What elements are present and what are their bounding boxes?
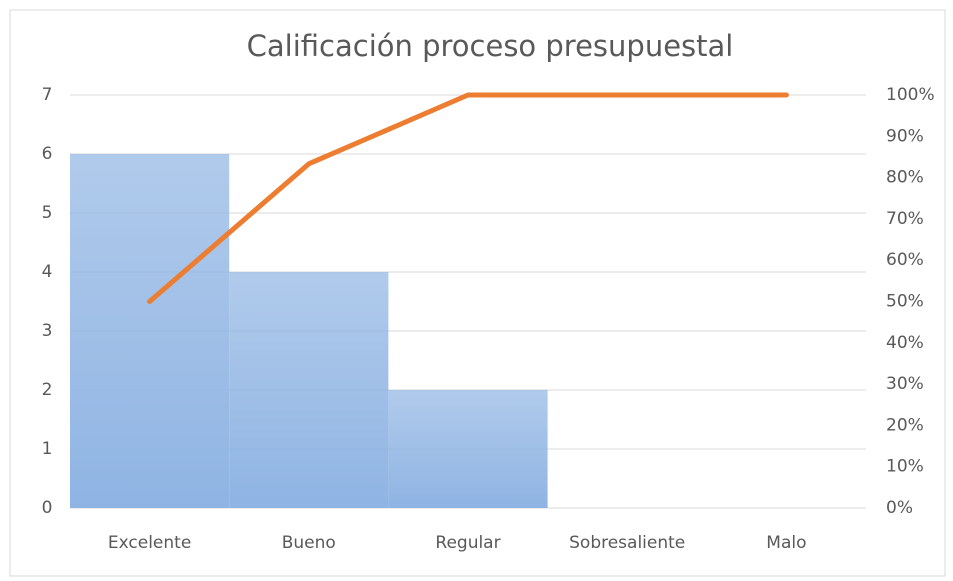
x-tick-label: Sobresaliente (569, 533, 685, 553)
bar (388, 390, 548, 508)
y-tick-label: 4 (42, 262, 53, 282)
cumulative-line (147, 92, 789, 304)
y2-tick-label: 70% (886, 209, 924, 229)
y2-tick-label: 20% (886, 415, 924, 435)
bar (70, 154, 230, 508)
y2-tick-label: 10% (886, 457, 924, 477)
x-tick-label: Regular (435, 533, 500, 553)
y2-tick-label: 60% (886, 250, 924, 270)
y2-tick-label: 50% (886, 292, 924, 312)
y-tick-label: 0 (42, 498, 53, 518)
y2-tick-label: 30% (886, 374, 924, 394)
y-tick-label: 3 (42, 321, 53, 341)
y2-tick-label: 90% (886, 126, 924, 146)
y-tick-label: 5 (42, 203, 53, 223)
y-tick-label: 7 (42, 85, 53, 105)
y2-tick-label: 40% (886, 333, 924, 353)
y2-tick-label: 100% (886, 85, 935, 105)
bar (229, 272, 389, 508)
y2-tick-label: 0% (886, 498, 913, 518)
y2-tick-label: 80% (886, 168, 924, 188)
y-tick-label: 1 (42, 439, 53, 459)
x-tick-label: Bueno (282, 533, 336, 553)
y-tick-label: 6 (42, 144, 53, 164)
chart-title: Calificación proceso presupuestal (247, 29, 734, 63)
y-tick-label: 2 (42, 380, 53, 400)
x-tick-label: Excelente (108, 533, 191, 553)
x-tick-label: Malo (766, 533, 806, 553)
